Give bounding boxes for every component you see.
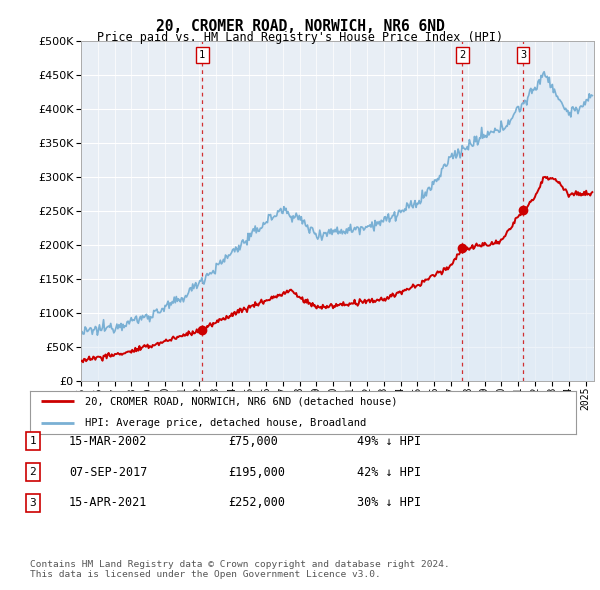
Text: Contains HM Land Registry data © Crown copyright and database right 2024.
This d: Contains HM Land Registry data © Crown c… [30, 560, 450, 579]
Text: 3: 3 [520, 50, 526, 60]
Text: 15-APR-2021: 15-APR-2021 [69, 496, 148, 509]
Text: 30% ↓ HPI: 30% ↓ HPI [357, 496, 421, 509]
Text: 07-SEP-2017: 07-SEP-2017 [69, 466, 148, 478]
Text: Price paid vs. HM Land Registry's House Price Index (HPI): Price paid vs. HM Land Registry's House … [97, 31, 503, 44]
Text: 1: 1 [29, 437, 37, 446]
Text: 1: 1 [199, 50, 205, 60]
Text: 49% ↓ HPI: 49% ↓ HPI [357, 435, 421, 448]
Text: HPI: Average price, detached house, Broadland: HPI: Average price, detached house, Broa… [85, 418, 366, 428]
Text: 20, CROMER ROAD, NORWICH, NR6 6ND (detached house): 20, CROMER ROAD, NORWICH, NR6 6ND (detac… [85, 396, 397, 407]
Text: 3: 3 [29, 498, 37, 507]
Text: £252,000: £252,000 [228, 496, 285, 509]
Text: 2: 2 [460, 50, 466, 60]
Text: 15-MAR-2002: 15-MAR-2002 [69, 435, 148, 448]
Text: 42% ↓ HPI: 42% ↓ HPI [357, 466, 421, 478]
Text: £195,000: £195,000 [228, 466, 285, 478]
Text: £75,000: £75,000 [228, 435, 278, 448]
Text: 20, CROMER ROAD, NORWICH, NR6 6ND: 20, CROMER ROAD, NORWICH, NR6 6ND [155, 19, 445, 34]
Text: 2: 2 [29, 467, 37, 477]
